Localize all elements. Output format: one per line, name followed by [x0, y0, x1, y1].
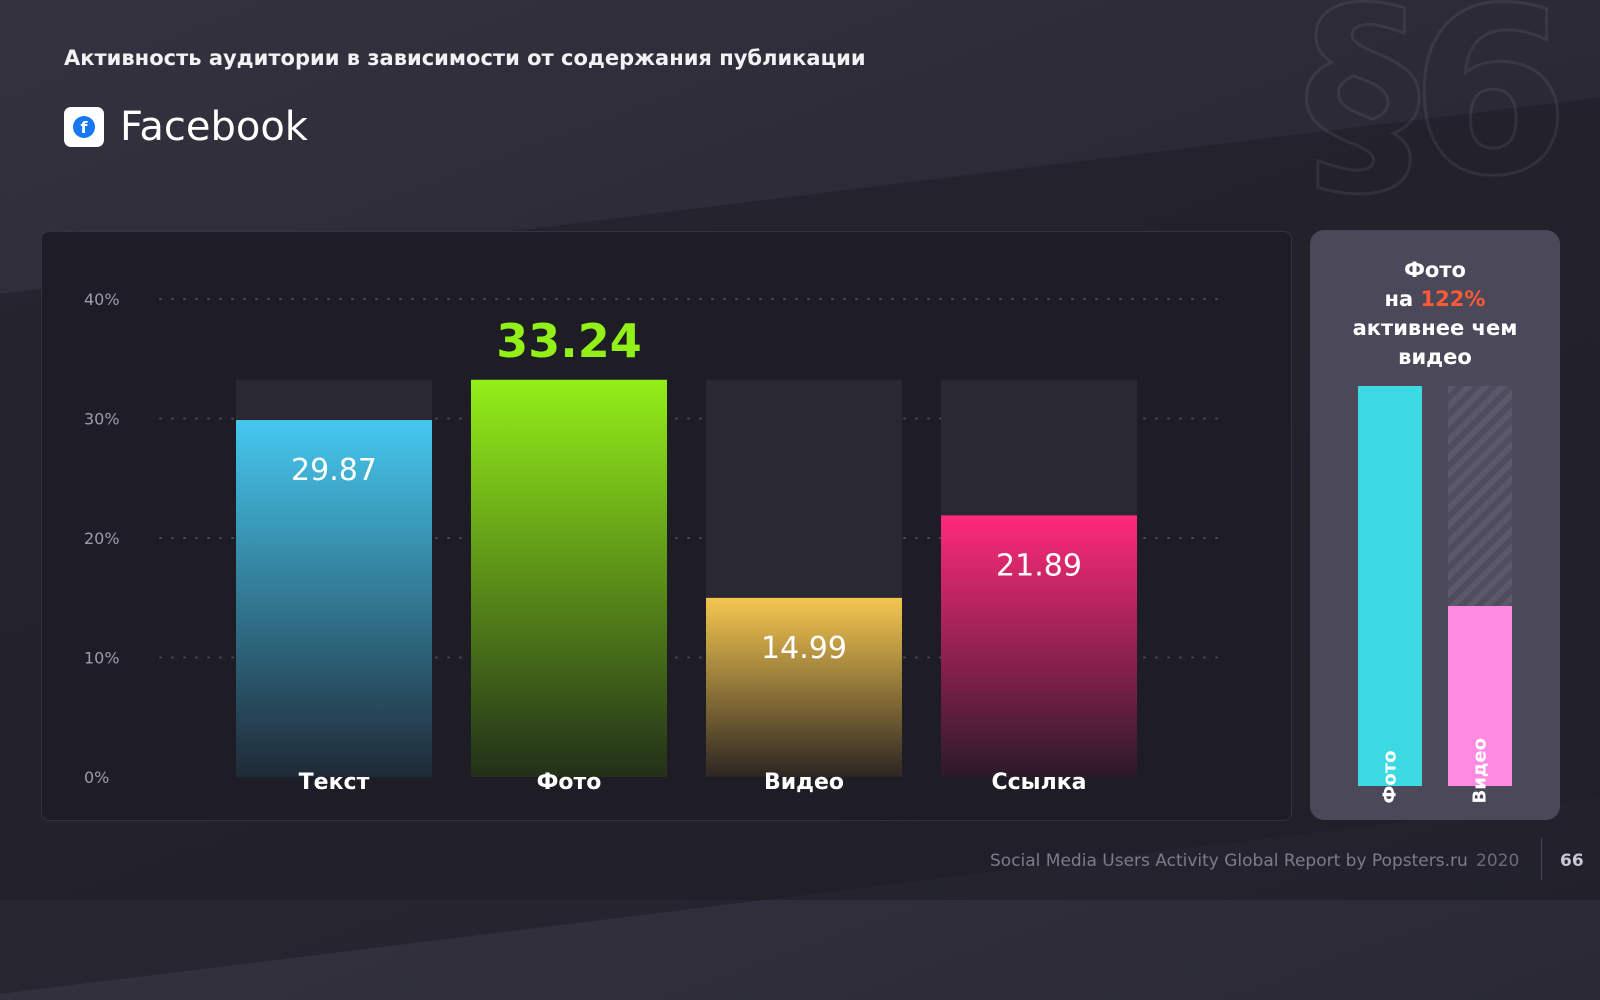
- bar-chart: 0% 10% 20% 30% 40% 29.87 Текст 33.24 Фото 14.99 Ви…: [84, 290, 1218, 795]
- comparison-bar-foto: Фото: [1358, 386, 1422, 804]
- y-tick-label: 30%: [84, 410, 120, 429]
- comparison-panel: Фото на 122% активнее чем видео Фото Вид…: [1310, 230, 1560, 820]
- comparison-line3: активнее чем: [1352, 316, 1518, 340]
- platform-title: Facebook: [120, 104, 308, 150]
- comparison-percent: 122%: [1420, 287, 1486, 311]
- footer-year: 2020: [1476, 851, 1520, 871]
- facebook-icon: f: [64, 107, 104, 147]
- y-tick-label: 40%: [84, 290, 120, 309]
- chart-panel: 0% 10% 20% 30% 40% 29.87 Текст 33.24 Фото 14.99 Ви…: [41, 231, 1292, 821]
- y-tick-label: 20%: [84, 529, 120, 548]
- category-label: Текст: [299, 770, 370, 795]
- section-watermark: §6: [1303, 0, 1571, 229]
- comparison-line1: Фото: [1404, 258, 1466, 282]
- data-label: 14.99: [761, 631, 847, 666]
- page-number: 66: [1560, 851, 1584, 871]
- footer-report: Social Media Users Activity Global Repor…: [990, 851, 1468, 871]
- comparison-headline: Фото на 122% активнее чем видео: [1310, 256, 1560, 372]
- bar-0: [236, 420, 432, 777]
- data-label: 29.87: [291, 453, 377, 488]
- category-label: Ссылка: [992, 770, 1087, 795]
- bar-3: [941, 515, 1137, 777]
- platform-header: f Facebook: [64, 104, 308, 150]
- comparison-line2: на 122%: [1384, 287, 1486, 311]
- bar-1: [471, 379, 667, 777]
- y-tick-label: 10%: [84, 649, 120, 668]
- category-label: Фото: [537, 770, 602, 795]
- page-subtitle: Активность аудитории в зависимости от со…: [64, 46, 866, 70]
- comparison-bar-label: Фото: [1379, 750, 1401, 804]
- comparison-line4: видео: [1398, 345, 1472, 369]
- bar-2: [706, 597, 902, 777]
- category-label: Видео: [764, 770, 844, 795]
- y-tick-label: 0%: [84, 768, 109, 787]
- comparison-bar-label: Видео: [1469, 738, 1491, 804]
- data-label: 21.89: [996, 548, 1082, 583]
- comparison-bar-video: Видео: [1448, 605, 1512, 804]
- data-label: 33.24: [496, 314, 642, 368]
- footer-divider: [1541, 838, 1542, 880]
